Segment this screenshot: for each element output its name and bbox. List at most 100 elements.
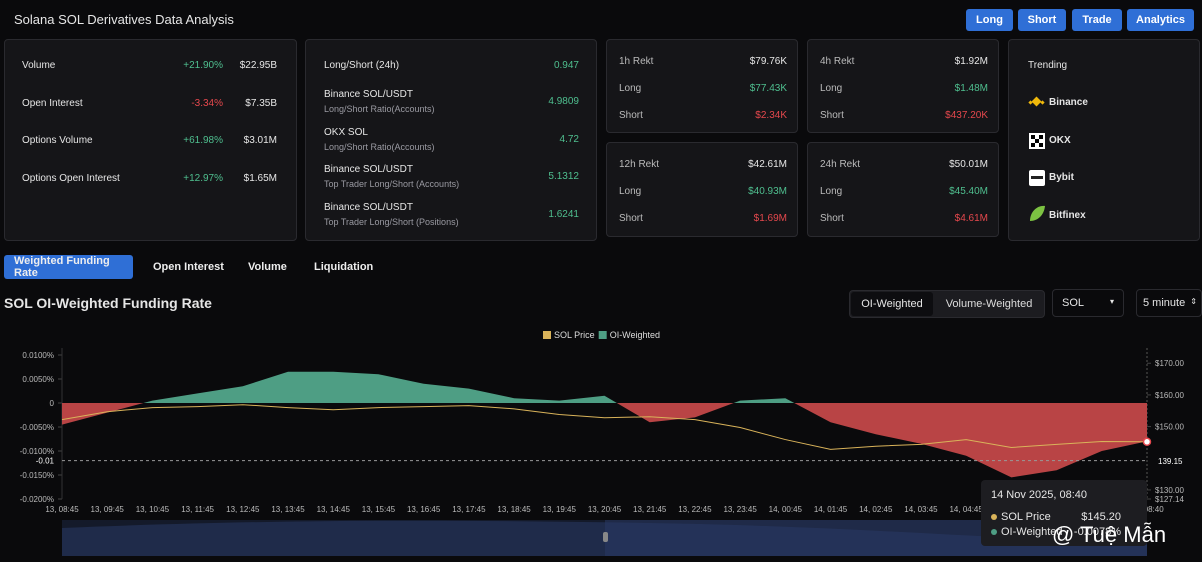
funding-area	[62, 371, 1147, 478]
ratio-value: 0.947	[553, 60, 579, 71]
tooltip-value: -0.0078%	[1073, 526, 1121, 538]
tooltip-name: SOL Price	[1001, 511, 1051, 523]
x-tick-label: 14, 03:45	[904, 505, 938, 514]
legend-swatch	[543, 331, 551, 339]
header-button[interactable]: Analytics	[1127, 9, 1194, 31]
x-tick-label: 13, 11:45	[181, 505, 214, 514]
price-line	[61, 404, 1148, 450]
toggle-button[interactable]: Volume-Weighted	[945, 298, 1033, 310]
y-tick-label: -0.0050%	[20, 423, 54, 432]
stat-label: Open Interest	[22, 97, 83, 109]
tab[interactable]: Weighted Funding Rate	[4, 255, 133, 279]
ratio-sublabel: Long/Short Ratio(Accounts)	[324, 104, 435, 114]
rekt-total: $1.92M	[954, 56, 988, 67]
x-tick-label: 13, 22:45	[678, 505, 712, 514]
rekt-long-label: Long	[820, 186, 843, 197]
y2-tick-label: $160.00	[1155, 391, 1184, 400]
rekt-long-label: Long	[619, 83, 642, 94]
rekt-long-label: Long	[820, 83, 843, 94]
page-title: Solana SOL Derivatives Data Analysis	[14, 12, 234, 27]
y-tick-label: 0.0100%	[22, 351, 54, 360]
x-tick-label: 13, 10:45	[136, 505, 170, 514]
y-tick-label: -0.0150%	[20, 471, 54, 480]
ratio-label: Binance SOL/USDT	[324, 89, 413, 100]
legend-label: OI-Weighted	[610, 330, 660, 340]
select[interactable]: SOL ▾	[1052, 289, 1124, 317]
select[interactable]: 5 minute ⇕	[1136, 289, 1202, 317]
stat-value: $1.65M	[243, 172, 277, 184]
select-value: 5 minute	[1143, 297, 1186, 309]
rekt-short: $1.69M	[753, 213, 787, 224]
stat-change: -3.34%	[191, 97, 223, 109]
rekt-total: $50.01M	[949, 159, 988, 170]
rekt-long: $77.43K	[749, 83, 787, 94]
ratio-value: 5.1312	[548, 171, 579, 182]
x-tick-label: 13, 19:45	[543, 505, 577, 514]
stat-value: $7.35B	[245, 97, 277, 109]
rekt-short: $437.20K	[945, 110, 988, 121]
rekt-short-label: Short	[619, 110, 643, 121]
legend-label: SOL Price	[554, 330, 595, 340]
rekt-long-label: Long	[619, 186, 642, 197]
x-tick-label: 13, 13:45	[271, 505, 305, 514]
rekt-card: 24h Rekt $50.01M Long $45.40M Short $4.61M	[807, 142, 999, 237]
stat-change: +21.90%	[183, 60, 223, 71]
tab[interactable]: Volume	[248, 261, 287, 273]
trending-title: Trending	[1028, 60, 1068, 71]
tooltip-name: OI-Weighted	[1001, 526, 1063, 538]
rekt-short-label: Short	[619, 213, 643, 224]
ratio-label: Long/Short (24h)	[324, 60, 400, 71]
okx-icon	[1029, 133, 1045, 149]
ratio-sublabel: Top Trader Long/Short (Positions)	[324, 216, 459, 227]
x-tick-label: 14, 08:40	[1130, 505, 1164, 514]
rekt-card: 12h Rekt $42.61M Long $40.93M Short $1.69M	[606, 142, 798, 237]
trending-item[interactable]: Bitfinex	[1049, 209, 1086, 221]
watermark: @ Tuệ Mẫn	[1052, 522, 1167, 547]
x-tick-label: 13, 20:45	[588, 505, 622, 514]
rekt-short: $4.61M	[954, 213, 988, 224]
x-tick-label: 13, 08:45	[45, 505, 79, 514]
y2-tick-label: $170.00	[1155, 359, 1184, 368]
tooltip-dot	[991, 529, 997, 535]
y2-tick-label: $127.14	[1155, 495, 1184, 504]
x-tick-label: 14, 04:45	[949, 505, 983, 514]
rekt-short-label: Short	[820, 110, 844, 121]
y-tick-label: -0.0200%	[20, 495, 54, 504]
stat-label: Options Open Interest	[22, 172, 120, 184]
rekt-card: 4h Rekt $1.92M Long $1.48M Short $437.20K	[807, 39, 999, 133]
stats-card: Volume +21.90% $22.95B Open Interest -3.34% $…	[4, 39, 297, 241]
x-tick-label: 13, 23:45	[723, 505, 757, 514]
select-arrow: ▾	[1109, 297, 1114, 306]
header-button[interactable]: Trade	[1072, 9, 1122, 31]
tab[interactable]: Liquidation	[314, 261, 374, 273]
bybit-icon	[1029, 170, 1045, 186]
rekt-total: $42.61M	[748, 159, 787, 170]
x-tick-label: 13, 18:45	[497, 505, 531, 514]
x-tick-label: 14, 00:45	[769, 505, 803, 514]
stat-label: Volume	[22, 60, 56, 71]
x-tick-label: 13, 17:45	[452, 505, 486, 514]
legend-swatch	[598, 331, 607, 339]
ratio-value: 1.6241	[548, 208, 579, 220]
header-button[interactable]: Long	[966, 9, 1013, 31]
rekt-short-label: Short	[820, 213, 844, 224]
trending-item[interactable]: Binance	[1049, 97, 1088, 108]
trending-item[interactable]: OKX	[1049, 134, 1071, 146]
ratio-sublabel: Top Trader Long/Short (Accounts)	[324, 179, 460, 189]
y2-tick-label: $150.00	[1155, 423, 1184, 432]
x-tick-label: 14, 01:45	[814, 505, 848, 514]
header-button[interactable]: Short	[1018, 9, 1066, 31]
tab[interactable]: Open Interest	[153, 261, 224, 273]
rekt-long: $45.40M	[949, 186, 988, 197]
exchange-icons	[1028, 96, 1045, 221]
crosshair-y2-label: 139.15	[1158, 457, 1183, 466]
tooltip-date: 14 Nov 2025, 08:40	[991, 489, 1088, 501]
stat-change: +61.98%	[183, 135, 223, 146]
toggle-button[interactable]: OI-Weighted	[851, 292, 933, 316]
x-tick-label: 13, 15:45	[362, 505, 396, 514]
stat-value: $22.95B	[239, 60, 277, 71]
rekt-long: $40.93M	[748, 186, 787, 197]
ratio-label: Binance SOL/USDT	[324, 164, 413, 175]
trending-item[interactable]: Bybit	[1049, 172, 1074, 183]
